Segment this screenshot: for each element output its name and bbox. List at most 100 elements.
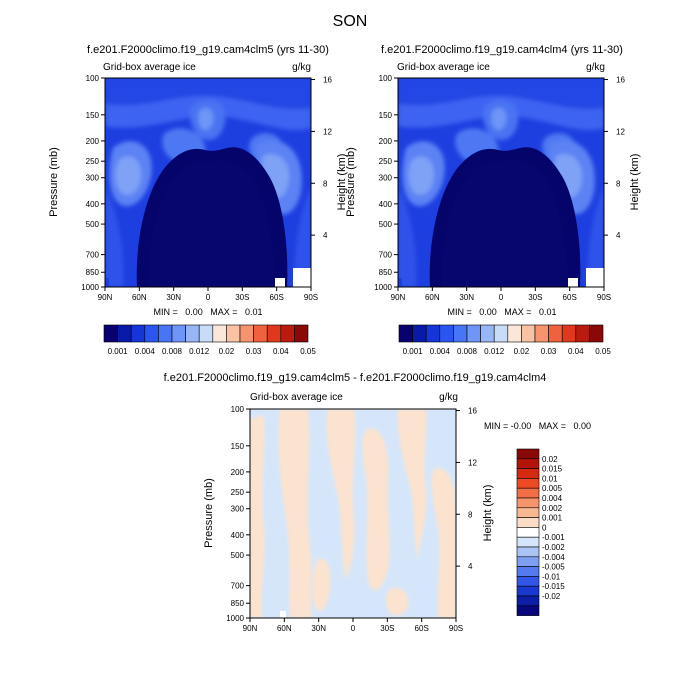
- panel1-colorbar-label: 0.012: [189, 347, 210, 356]
- panel2-y-tick-label: 400: [379, 200, 393, 209]
- panel2-colorbar-swatch: [493, 324, 509, 343]
- panel2-units: g/kg: [586, 62, 605, 73]
- panel-cam4clm5: f.e201.F2000climo.f19_g19.cam4clm5 (yrs …: [48, 44, 348, 356]
- panel2-y-right-tick-label: 8: [616, 179, 621, 188]
- panel3-y-right-tick-label: 8: [468, 510, 473, 519]
- panel3-colorbar-swatch: [516, 487, 540, 499]
- panel3-colorbar-swatch: [516, 468, 540, 479]
- panel2-y-tick-label: 200: [379, 137, 393, 146]
- panel2-ylabel-right: Height (km): [629, 154, 641, 211]
- panel2-colorbar-label: 0.02: [514, 347, 530, 356]
- panel1-y-tick-label: 500: [86, 220, 100, 229]
- panel3-colorbar-swatch: [516, 448, 540, 460]
- panel1-x-tick-label: 0: [206, 293, 211, 302]
- panel3-y-tick-label: 700: [231, 582, 245, 591]
- panel3-colorbar-swatch: [516, 546, 540, 558]
- panel2-y-tick-label: 500: [379, 220, 393, 229]
- panel3-y-tick-label: 500: [231, 551, 245, 560]
- panel2-x-tick-label: 30S: [528, 293, 542, 302]
- panel3-colorbar: 0.020.0150.010.0050.0040.0020.0010-0.001…: [516, 448, 565, 616]
- panel2-colorbar-swatch: [412, 324, 427, 343]
- panel2-x-tick-label: 0: [499, 293, 504, 302]
- panel2-colorbar-label: 0.03: [541, 347, 557, 356]
- panel1-colorbar-swatch: [212, 324, 227, 343]
- panel2-x-tick-label: 90N: [391, 293, 406, 302]
- panel1-colorbar-label: 0.03: [246, 347, 262, 356]
- panel2-y-tick-label: 100: [379, 74, 393, 83]
- panel3-colorbar-label: -0.015: [542, 582, 565, 591]
- panel2-colorbar-swatch: [534, 324, 549, 343]
- panel3-colorbar-swatch: [516, 595, 540, 607]
- panel3-y-tick-label: 250: [231, 488, 245, 497]
- panel1-ylabel: Pressure (mb): [48, 147, 60, 217]
- panel2-colorbar-label: 0.008: [457, 347, 478, 356]
- panel3-colorbar-label: 0.01: [542, 474, 558, 483]
- panel1-y-tick-label: 850: [86, 268, 100, 277]
- panel3-colorbar-label: -0.02: [542, 592, 561, 601]
- panel3-y-tick-label: 400: [231, 531, 245, 540]
- panel1-colorbar: 0.001 0.004 0.008 0.012 0.02 0.03 0.04 0.05: [103, 324, 316, 356]
- panel2-colorbar-swatch: [425, 324, 441, 343]
- panel3-y-right-tick-label: 4: [468, 562, 473, 571]
- panel1-colorbar-swatch: [266, 324, 282, 343]
- panel2-colorbar-swatch: [453, 324, 468, 343]
- panel2-colorbar-swatch: [507, 324, 522, 343]
- panel1-y-tick-label: 250: [86, 157, 100, 166]
- panel1-colorbar-swatch: [294, 324, 309, 343]
- panel3-colorbar-label: 0.015: [542, 465, 563, 474]
- panel2-x-tick-label: 60N: [425, 293, 440, 302]
- panel2-y-tick-label: 850: [379, 268, 393, 277]
- panel1-colorbar-swatch: [253, 324, 268, 343]
- panel3-contour-field: [250, 409, 456, 618]
- panel1-colorbar-swatch: [171, 324, 186, 343]
- panel3-colorbar-swatch: [516, 517, 540, 528]
- panel3-ylabel: Pressure (mb): [203, 478, 215, 548]
- panel2-colorbar: 0.001 0.004 0.008 0.012 0.02 0.03 0.04 0.05: [398, 324, 611, 356]
- panel3-y-tick-label: 300: [231, 505, 245, 514]
- panel3-colorbar-label: -0.005: [542, 563, 565, 572]
- panel3-title: f.e201.F2000climo.f19_g19.cam4clm5 - f.e…: [164, 372, 547, 384]
- panel1-left-subtitle: Grid-box average ice: [103, 62, 196, 73]
- panel3-colorbar-swatch: [516, 576, 540, 587]
- panel1-x-tick-label: 90S: [304, 293, 318, 302]
- panel3-colorbar-swatch: [516, 507, 540, 518]
- panel3-colorbar-label: -0.001: [542, 533, 565, 542]
- panel1-x-tick-label: 90N: [98, 293, 113, 302]
- panel3-x-tick-label: 60S: [415, 624, 429, 633]
- panel1-stats: MIN = 0.00 MAX = 0.01: [153, 307, 262, 317]
- panel2-y-right-tick-label: 4: [616, 231, 621, 240]
- panel3-y-right-tick-label: 12: [468, 458, 477, 467]
- panel3-y-tick-label: 200: [231, 468, 245, 477]
- panel2-ylabel: Pressure (mb): [345, 147, 357, 217]
- panel3-x-tick-label: 30S: [380, 624, 394, 633]
- panel2-y-right-tick-label: 16: [616, 76, 625, 85]
- panel3-colorbar-label: 0.02: [542, 455, 558, 464]
- panel1-y-tick-label: 200: [86, 137, 100, 146]
- panel1-x-tick-label: 30N: [166, 293, 181, 302]
- panel1-y-right-tick-label: 4: [323, 231, 328, 240]
- panel1-y-tick-label: 1000: [81, 283, 99, 292]
- panel3-colorbar-swatch: [516, 536, 540, 548]
- panel3-colorbar-swatch: [516, 458, 540, 469]
- panel2-y-right-tick-label: 12: [616, 127, 625, 136]
- panel3-colorbar-label: -0.002: [542, 543, 565, 552]
- panel3-colorbar-swatch: [516, 605, 540, 616]
- panel2-colorbar-label: 0.012: [484, 347, 505, 356]
- panel1-y-right-tick-label: 12: [323, 127, 332, 136]
- panel2-colorbar-label: 0.05: [595, 347, 611, 356]
- panel1-colorbar-label: 0.008: [162, 347, 183, 356]
- panel3-colorbar-label: 0.005: [542, 484, 563, 493]
- panel1-y-right-tick-label: 16: [323, 76, 332, 85]
- panel1-colorbar-swatch: [144, 324, 159, 343]
- panel3-colorbar-label: -0.01: [542, 572, 561, 581]
- panel1-colorbar-label: 0.001: [108, 347, 129, 356]
- panel3-colorbar-label: 0.004: [542, 494, 563, 503]
- panel3-units: g/kg: [439, 392, 458, 403]
- panel2-y-tick-label: 700: [379, 251, 393, 260]
- panel2-y-tick-label: 1000: [374, 283, 392, 292]
- panel2-colorbar-swatch: [521, 324, 536, 343]
- panel3-colorbar-label: 0.001: [542, 514, 563, 523]
- panel1-y-tick-label: 300: [86, 174, 100, 183]
- panel1-colorbar-swatch: [103, 324, 118, 343]
